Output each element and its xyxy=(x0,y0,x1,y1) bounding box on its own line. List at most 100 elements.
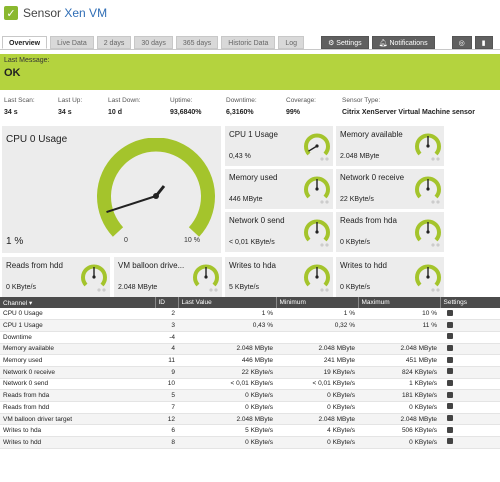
gauge-tile[interactable]: Writes to hda 5 KByte/s xyxy=(225,257,333,297)
channel-settings-icon[interactable] xyxy=(447,403,453,410)
circle-icon: ◎ xyxy=(458,40,465,47)
tab-overview[interactable]: Overview xyxy=(2,36,48,49)
settings-button[interactable]: ⚙ Settings xyxy=(321,36,369,49)
tab-30-days[interactable]: 30 days xyxy=(134,36,173,49)
mini-gauge-dial xyxy=(415,264,441,292)
channel-settings-icon[interactable] xyxy=(447,438,453,445)
mini-gauge-dial xyxy=(193,264,219,292)
cell-minimum: 2.048 MByte xyxy=(276,413,358,426)
info-key: Last Up: xyxy=(58,97,83,104)
page-title: Sensor Xen VM xyxy=(23,6,107,20)
gauge-tile[interactable]: Reads from hdd 0 KByte/s xyxy=(2,257,110,297)
info-value: 99% xyxy=(286,109,301,116)
cell-maximum: 2.048 MByte xyxy=(358,413,440,426)
gauge-tile[interactable]: Reads from hda 0 KByte/s xyxy=(336,212,444,252)
gauge-tile[interactable]: Memory available 2.048 MByte xyxy=(336,126,444,166)
table-row[interactable]: CPU 0 Usage 2 1 % 1 % 10 % xyxy=(0,308,500,321)
cell-settings xyxy=(440,308,500,321)
column-last-value[interactable]: Last Value xyxy=(177,297,276,308)
channel-table: Channel ▾ ID Last Value Minimum Maximum … xyxy=(0,297,500,449)
channel-settings-icon[interactable] xyxy=(447,415,453,422)
gauge-tile[interactable]: VM balloon drive... 2.048 MByte xyxy=(114,257,222,297)
cell-last-value: 0 KByte/s xyxy=(178,436,276,449)
tab-365-days[interactable]: 365 days xyxy=(175,36,219,49)
column-channel[interactable]: Channel ▾ xyxy=(0,297,155,308)
gauge-tile[interactable]: Memory used 446 MByte xyxy=(225,169,333,209)
gauge-tile[interactable]: CPU 1 Usage 0,43 % xyxy=(225,126,333,166)
sort-down-icon: ▾ xyxy=(29,299,33,307)
bell-icon: 🔔︎ xyxy=(378,40,388,47)
table-row[interactable]: Reads from hda 5 0 KByte/s 0 KByte/s 181… xyxy=(0,389,500,402)
notifications-button[interactable]: 🔔︎ Notifications xyxy=(371,36,435,49)
tab-historic-data[interactable]: Historic Data xyxy=(221,36,276,49)
table-row[interactable]: Writes to hdd 8 0 KByte/s 0 KByte/s 0 KB… xyxy=(0,436,500,449)
column-minimum[interactable]: Minimum xyxy=(275,297,358,308)
gauge-value: 0 KByte/s xyxy=(6,284,36,291)
cell-last-value xyxy=(178,331,276,344)
gauge-value: 446 MByte xyxy=(229,196,263,203)
big-gauge-needle xyxy=(106,195,157,214)
channel-settings-icon[interactable] xyxy=(447,333,453,340)
channel-settings-icon[interactable] xyxy=(447,309,453,316)
gauge-tile-cpu-0[interactable]: CPU 0 Usage 0 10 % 1 % xyxy=(2,126,221,253)
cell-last-value: 5 KByte/s xyxy=(178,424,276,438)
cell-channel: Writes to hda xyxy=(0,424,155,438)
channel-settings-icon[interactable] xyxy=(447,356,453,363)
info-key: Coverage: xyxy=(286,97,316,104)
column-id[interactable]: ID xyxy=(154,297,178,308)
pause-button[interactable]: ▮ xyxy=(474,36,493,49)
table-row[interactable]: Downtime -4 xyxy=(0,331,500,344)
sensor-name: Xen VM xyxy=(64,6,108,20)
cell-settings xyxy=(440,331,500,344)
cell-id: -4 xyxy=(155,331,178,344)
gauge-name: CPU 0 Usage xyxy=(6,134,68,145)
tab-log[interactable]: Log xyxy=(278,36,305,49)
tab-2-days[interactable]: 2 days xyxy=(96,36,132,49)
mini-gauge-dial xyxy=(415,133,441,161)
cell-last-value: 22 KByte/s xyxy=(178,366,276,379)
gauge-name: Writes to hdd xyxy=(340,261,387,270)
channel-settings-icon[interactable] xyxy=(447,344,453,351)
cell-last-value: 2.048 MByte xyxy=(178,413,276,426)
info-uptime: Uptime: 93,6840% xyxy=(170,97,202,116)
big-gauge-dial: 0 10 % xyxy=(97,138,215,244)
priority-button[interactable]: ◎ xyxy=(451,36,472,49)
cell-maximum: 181 KByte/s xyxy=(358,389,440,402)
channel-settings-icon[interactable] xyxy=(447,391,453,398)
column-maximum[interactable]: Maximum xyxy=(357,297,440,308)
cell-id: 12 xyxy=(155,413,178,426)
gauge-name: Memory available xyxy=(340,130,403,139)
info-coverage: Coverage: 99% xyxy=(286,97,316,116)
mini-gauge-dial xyxy=(304,176,330,204)
gauge-value: 5 KByte/s xyxy=(229,284,259,291)
table-row[interactable]: Network 0 receive 9 22 KByte/s 19 KByte/… xyxy=(0,366,500,379)
gauge-tile[interactable]: Writes to hdd 0 KByte/s xyxy=(336,257,444,297)
cell-settings xyxy=(440,319,500,332)
gauge-name: Reads from hda xyxy=(340,216,397,225)
mini-gauge-dial xyxy=(304,133,330,161)
table-row[interactable]: CPU 1 Usage 3 0,43 % 0,32 % 11 % xyxy=(0,319,500,332)
gauge-tile[interactable]: Network 0 receive 22 KByte/s xyxy=(336,169,444,209)
cell-id: 5 xyxy=(155,389,178,402)
channel-settings-icon[interactable] xyxy=(447,379,453,386)
table-row[interactable]: Reads from hdd 7 0 KByte/s 0 KByte/s 0 K… xyxy=(0,401,500,414)
table-row[interactable]: VM balloon driver target 12 2.048 MByte … xyxy=(0,413,500,426)
table-row[interactable]: Writes to hda 6 5 KByte/s 4 KByte/s 506 … xyxy=(0,424,500,438)
gauge-tile[interactable]: Network 0 send < 0,01 KByte/s xyxy=(225,212,333,252)
cell-minimum: 2.048 MByte xyxy=(276,343,358,356)
cell-last-value: 2.048 MByte xyxy=(178,343,276,356)
cell-channel: Network 0 send xyxy=(0,378,155,391)
table-row[interactable]: Network 0 send 10 < 0,01 KByte/s < 0,01 … xyxy=(0,378,500,391)
table-row[interactable]: Memory used 11 446 MByte 241 MByte 451 M… xyxy=(0,354,500,367)
cell-channel: VM balloon driver target xyxy=(0,413,155,426)
channel-settings-icon[interactable] xyxy=(447,426,453,433)
info-key: Sensor Type: xyxy=(342,97,381,104)
channel-settings-icon[interactable] xyxy=(447,321,453,328)
cell-minimum: 0,32 % xyxy=(276,319,358,332)
channel-settings-icon[interactable] xyxy=(447,368,453,375)
cell-settings xyxy=(440,401,500,414)
big-gauge-max: 10 % xyxy=(184,237,200,244)
cell-channel: CPU 0 Usage xyxy=(0,308,155,321)
tab-live-data[interactable]: Live Data xyxy=(50,36,94,49)
table-row[interactable]: Memory available 4 2.048 MByte 2.048 MBy… xyxy=(0,343,500,356)
